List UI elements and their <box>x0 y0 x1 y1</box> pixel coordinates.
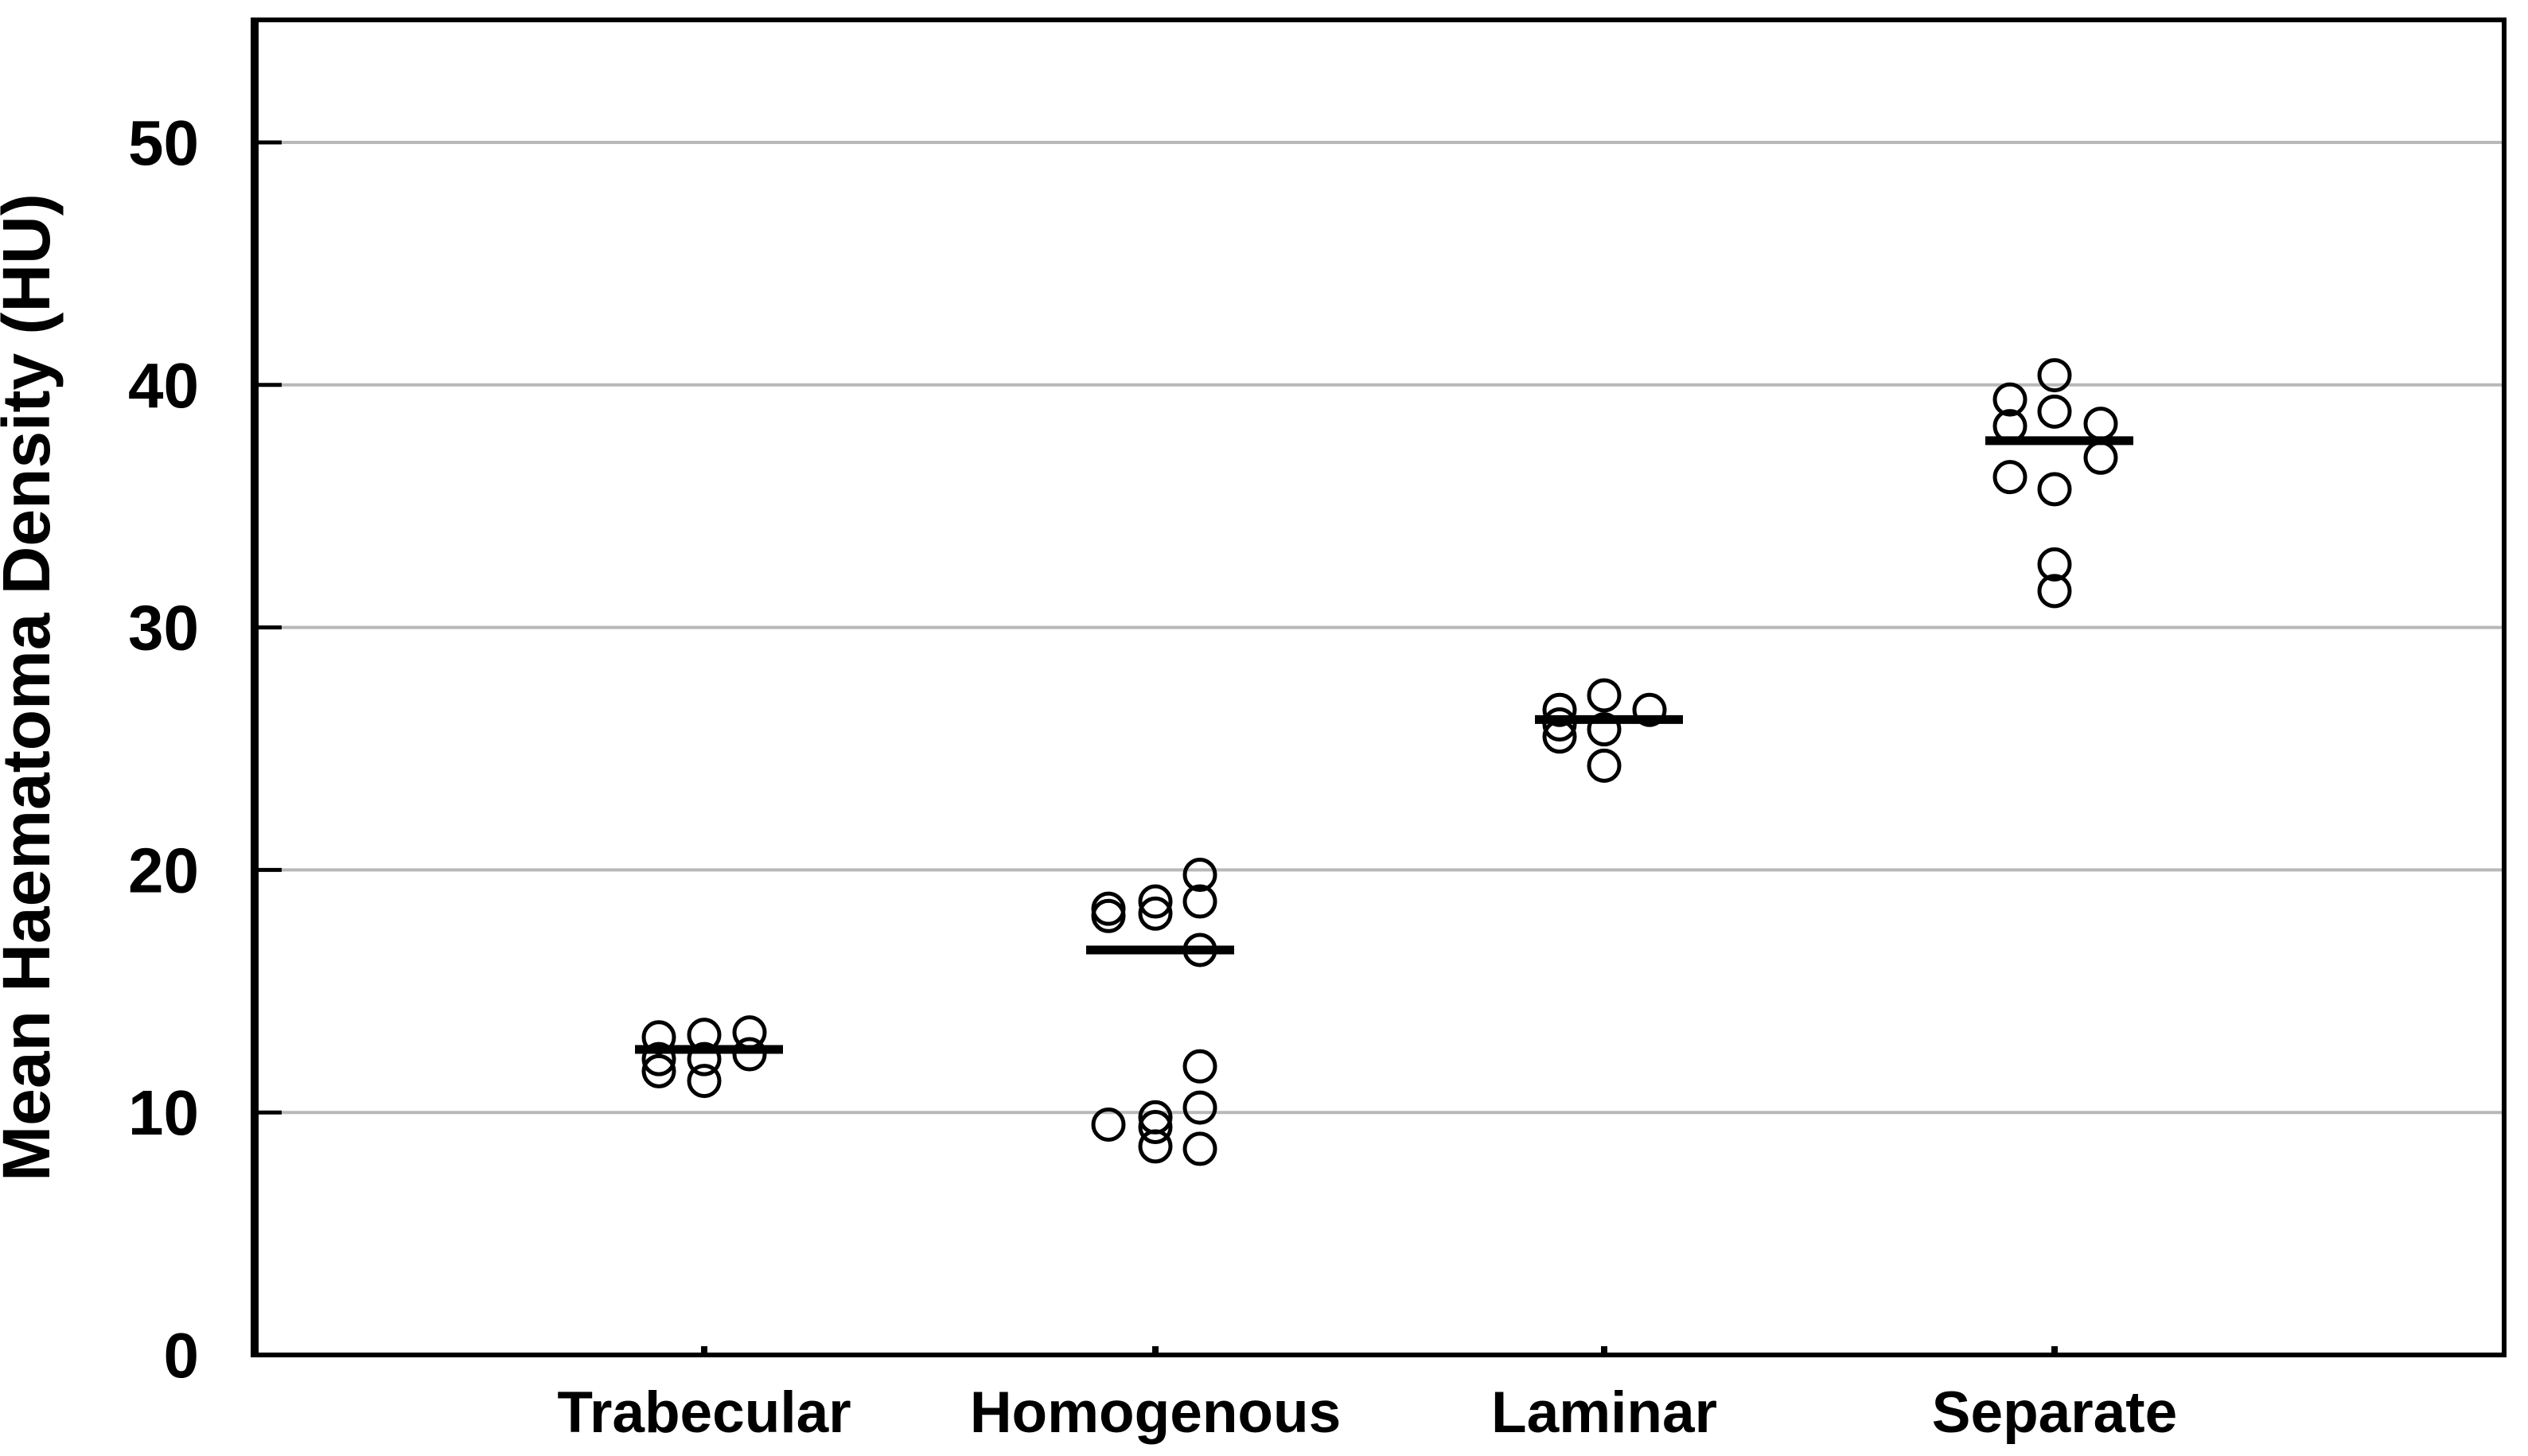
data-point-circle <box>687 1041 722 1076</box>
y-tick-label: 10 <box>128 1077 199 1148</box>
data-point-circle <box>1632 692 1667 727</box>
data-point-circle <box>1992 409 2027 444</box>
y-tick-label: 30 <box>128 593 199 664</box>
data-point-circle <box>1542 719 1577 754</box>
data-point-circle <box>1587 678 1622 713</box>
y-tick-label: 0 <box>164 1320 200 1391</box>
plot-border <box>252 18 2507 1357</box>
x-category-label: Laminar <box>1491 1380 1717 1445</box>
data-point-circle <box>1182 884 1217 919</box>
data-point-circle <box>1091 891 1126 926</box>
data-point-circle <box>1138 896 1173 931</box>
data-point-circle <box>1091 898 1126 933</box>
y-tick-label: 50 <box>128 107 199 178</box>
data-point-circle <box>2037 574 2072 609</box>
data-point-circle <box>1138 1129 1173 1164</box>
data-point-circle <box>2083 440 2118 475</box>
x-category-label: Homogenous <box>970 1380 1341 1445</box>
data-point-circle <box>1542 692 1577 727</box>
data-point-circle <box>687 1018 722 1053</box>
data-point-circle <box>2083 407 2118 442</box>
y-tick-label: 20 <box>128 835 199 905</box>
data-point-circle <box>2037 358 2072 393</box>
gridlines-layer <box>257 141 2502 1115</box>
data-point-circle <box>1587 748 1622 783</box>
y-tick-label: 40 <box>128 350 199 421</box>
data-point-circle <box>1542 707 1577 742</box>
data-point-circle <box>2037 394 2072 429</box>
data-point-circle <box>1138 884 1173 919</box>
data-point-circle <box>2037 472 2072 507</box>
data-point-circle <box>1992 460 2027 495</box>
data-point-circle <box>1587 712 1622 747</box>
axis-ticks-layer <box>255 140 2058 1355</box>
data-points-layer <box>641 358 2118 1166</box>
data-point-circle <box>732 1015 767 1050</box>
data-point-circle <box>1182 1131 1217 1166</box>
data-point-circle <box>732 1037 767 1072</box>
y-axis-title: Mean Haematoma Density (HU) <box>0 193 64 1182</box>
data-point-circle <box>641 1020 676 1055</box>
data-point-circle <box>2037 547 2072 582</box>
data-point-circle <box>687 1064 722 1099</box>
data-point-circle <box>1182 932 1217 967</box>
data-point-circle <box>641 1053 676 1088</box>
axis-labels-layer: 0 10 20 30 40 50 Trabecular Homogenous Laminar Se… <box>128 107 2177 1445</box>
median-lines-layer <box>635 436 2133 1054</box>
x-category-label: Separate <box>1932 1380 2177 1445</box>
data-point-circle <box>1182 1049 1217 1084</box>
plot-frame <box>251 18 2507 1357</box>
data-point-circle <box>1182 857 1217 892</box>
data-point-circle <box>641 1041 676 1076</box>
data-point-circle <box>1138 1109 1173 1144</box>
data-point-circle <box>1992 382 2027 417</box>
x-category-label: Trabecular <box>557 1380 851 1445</box>
data-point-circle <box>1182 1090 1217 1125</box>
data-point-circle <box>1091 1107 1126 1142</box>
